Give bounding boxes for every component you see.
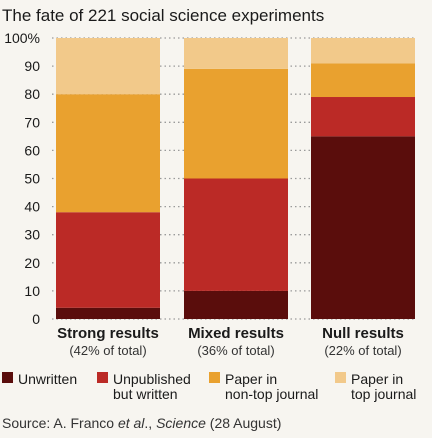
- category-subtitle: (36% of total): [197, 343, 274, 358]
- bar-segment: [56, 307, 160, 319]
- bar-segment: [311, 63, 415, 98]
- legend-item: Unwritten: [2, 371, 77, 387]
- y-tick-label: 90: [24, 58, 40, 74]
- bar-segment: [311, 136, 415, 319]
- bar-segment: [311, 97, 415, 137]
- chart-title: The fate of 221 social science experimen…: [2, 6, 324, 25]
- y-tick-label: 80: [24, 86, 40, 102]
- bar-segment: [184, 38, 288, 69]
- category-label: Mixed results: [188, 325, 284, 342]
- y-tick-label: 60: [24, 142, 40, 158]
- legend-label: Unpublished: [113, 371, 191, 387]
- bars: [56, 38, 415, 319]
- bar-segment: [184, 290, 288, 319]
- y-tick-label: 100%: [4, 30, 40, 46]
- legend-swatch: [209, 372, 220, 383]
- legend-label: non-top journal: [225, 386, 318, 402]
- legend-label: Unwritten: [18, 371, 77, 387]
- y-tick-label: 70: [24, 114, 40, 130]
- y-tick-label: 0: [32, 311, 40, 327]
- legend-label: Paper in: [351, 371, 403, 387]
- legend-label: Paper in: [225, 371, 277, 387]
- legend-swatch: [97, 372, 108, 383]
- legend-label: but written: [113, 386, 178, 402]
- y-tick-label: 40: [24, 199, 40, 215]
- y-tick-label: 30: [24, 227, 40, 243]
- y-axis-ticks: 0 10 20 30 40 50 60 70 80 90 100%: [4, 30, 40, 327]
- x-axis-labels: Strong results(42% of total) Mixed result…: [57, 325, 404, 358]
- category-label: Strong results: [57, 325, 159, 342]
- legend-swatch: [335, 372, 346, 383]
- legend-label: top journal: [351, 386, 416, 402]
- bar-segment: [184, 178, 288, 291]
- bar-segment: [311, 38, 415, 64]
- category-subtitle: (22% of total): [324, 343, 401, 358]
- legend-swatch: [2, 372, 13, 383]
- y-tick-label: 20: [24, 255, 40, 271]
- bar-segment: [56, 212, 160, 308]
- y-tick-label: 10: [24, 283, 40, 299]
- category-subtitle: (42% of total): [69, 343, 146, 358]
- bar-segment: [184, 68, 288, 179]
- category-label: Null results: [322, 325, 404, 342]
- bar-segment: [56, 38, 160, 95]
- bar-segment: [56, 94, 160, 213]
- source-note: Source: A. Franco et al., Science (28 Au…: [2, 415, 281, 431]
- y-tick-label: 50: [24, 171, 40, 187]
